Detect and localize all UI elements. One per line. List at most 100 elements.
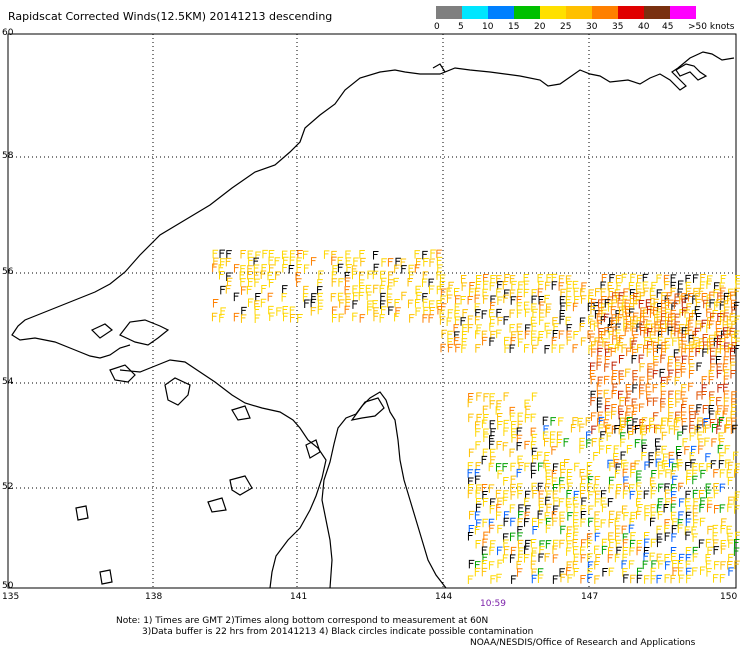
wind-barb — [254, 305, 261, 315]
wind-barb — [611, 375, 617, 385]
wind-barb — [699, 281, 706, 290]
legend-swatch-0-5 — [436, 6, 462, 19]
wind-barb — [509, 448, 516, 458]
wind-barb — [532, 308, 538, 318]
wind-barb — [489, 524, 495, 534]
wind-barb — [496, 400, 502, 409]
wind-barb — [610, 347, 617, 357]
wind-barb — [422, 298, 429, 308]
wind-barb — [211, 312, 218, 322]
wind-barb — [573, 546, 579, 555]
wind-barb — [720, 540, 727, 549]
wind-barb — [467, 324, 474, 333]
wind-barb — [394, 312, 400, 322]
lat-label-56: 56 — [2, 267, 14, 277]
wind-barb — [395, 257, 401, 267]
wind-barb — [692, 567, 698, 576]
wind-barb — [579, 322, 586, 332]
wind-barb — [677, 329, 684, 339]
wind-barb — [267, 292, 274, 302]
wind-barb — [539, 546, 545, 555]
wind-barb — [624, 397, 631, 406]
wind-barb — [623, 462, 629, 471]
wind-barb — [709, 341, 716, 350]
wind-barb — [525, 405, 531, 415]
wind-barb — [624, 327, 631, 336]
wind-barb — [580, 510, 587, 520]
wind-barb — [688, 356, 694, 365]
wind-barb — [604, 375, 610, 385]
wind-barb — [702, 418, 708, 428]
wind-barb — [518, 511, 524, 520]
wind-barb — [381, 306, 387, 315]
wind-barb — [588, 491, 594, 500]
wind-barb — [565, 296, 572, 305]
wind-barb — [594, 560, 600, 570]
wind-barb — [407, 277, 414, 287]
wind-barb — [693, 519, 699, 528]
wind-barb — [597, 347, 603, 357]
wind-barb — [650, 575, 657, 584]
wind-barb — [657, 336, 664, 346]
wind-barb — [414, 250, 421, 259]
wind-barb — [656, 504, 663, 513]
wind-barb — [704, 424, 711, 433]
wind-barb — [566, 490, 572, 499]
wind-barb — [518, 547, 524, 556]
wind-barb — [626, 390, 632, 400]
wind-barb — [588, 505, 594, 514]
wind-barb — [422, 271, 429, 280]
wind-barb — [626, 405, 632, 414]
wind-barb — [622, 468, 629, 478]
wind-barb — [611, 410, 617, 420]
wind-barb — [693, 337, 699, 346]
wind-barb — [636, 288, 642, 298]
wind-barb — [538, 519, 544, 528]
wind-barb — [608, 476, 615, 486]
wind-barb — [566, 302, 572, 311]
wind-barb — [483, 433, 489, 443]
wind-barb — [674, 327, 680, 337]
wind-barb — [488, 518, 495, 528]
wind-barb — [517, 539, 524, 549]
wind-barb — [629, 539, 636, 549]
wind-barb — [625, 411, 631, 421]
wind-barb — [639, 390, 645, 399]
wind-barb — [713, 546, 720, 555]
wind-barb — [367, 300, 373, 309]
wind-barb — [523, 288, 530, 298]
wind-barb — [517, 483, 523, 492]
wind-barb — [678, 280, 684, 290]
wind-barb — [647, 341, 653, 350]
wind-barb — [667, 313, 674, 323]
wind-barb — [675, 356, 681, 365]
wind-barb — [681, 298, 688, 308]
wind-barb — [367, 306, 373, 315]
wind-barb — [617, 299, 624, 309]
wind-barb — [642, 281, 649, 290]
wind-barb — [220, 258, 226, 267]
wind-barb — [626, 347, 632, 357]
wind-barb — [665, 561, 671, 570]
wind-barb — [509, 324, 516, 333]
wind-barb — [255, 251, 261, 260]
wind-barb — [572, 302, 579, 312]
wind-barb — [233, 292, 240, 302]
wind-barb — [462, 309, 468, 318]
wind-barb — [730, 291, 736, 301]
wind-barb — [596, 397, 603, 406]
wind-barb — [668, 451, 675, 461]
wind-barb — [517, 490, 523, 499]
wind-barb — [689, 452, 696, 461]
wind-barb — [709, 291, 715, 301]
wind-barb — [365, 284, 372, 294]
wind-barb — [684, 526, 691, 535]
wind-barb — [516, 302, 523, 311]
wind-barb — [653, 361, 659, 371]
wind-barb — [615, 532, 621, 542]
wind-barb — [543, 425, 550, 434]
wind-barb — [720, 287, 726, 297]
wind-barb — [622, 568, 628, 577]
wind-barb — [700, 322, 706, 332]
wind-barb — [475, 428, 481, 437]
